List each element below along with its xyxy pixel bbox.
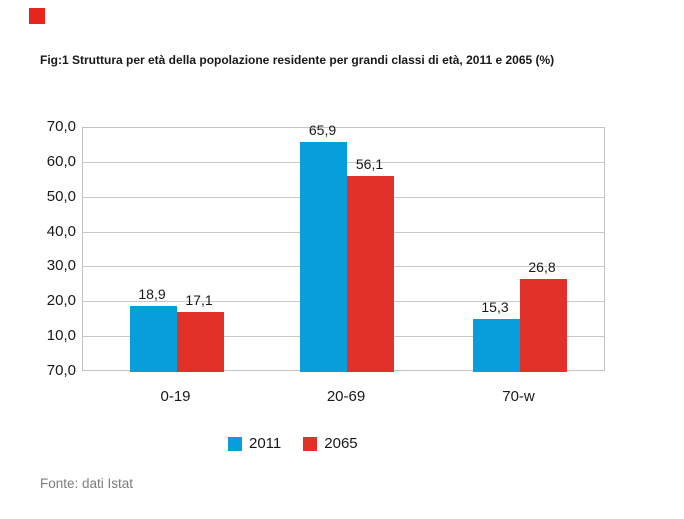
y-axis-tick: 20,0 xyxy=(46,292,76,310)
y-axis-tick: 40,0 xyxy=(46,222,76,240)
figure-title: Fig:1 Struttura per età della popolazion… xyxy=(40,53,555,67)
bar-2011-70-w xyxy=(472,318,520,372)
legend-label: 2011 xyxy=(249,435,282,452)
legend-item-2065: 2065 xyxy=(303,435,358,452)
x-axis-label-0-19: 0-19 xyxy=(160,388,191,405)
bar-2011-20-69 xyxy=(300,142,347,372)
bar-2011-0-19 xyxy=(129,306,177,372)
y-axis-tick: 30,0 xyxy=(46,257,76,275)
bar-2065-20-69 xyxy=(347,176,394,372)
y-axis-tick: 70,0 xyxy=(46,118,76,135)
bar-2065-0-19 xyxy=(176,312,224,372)
value-label: 15,3 xyxy=(481,298,509,315)
legend-swatch-2011 xyxy=(228,436,242,451)
value-label: 56,1 xyxy=(355,156,384,173)
legend: 2011 2065 xyxy=(228,435,358,452)
y-axis-tick: 50,0 xyxy=(46,187,76,205)
source-note: Fonte: dati Istat xyxy=(40,476,134,491)
value-label: 17,1 xyxy=(185,292,213,309)
legend-swatch-2065 xyxy=(303,436,318,451)
y-axis-tick: 60,0 xyxy=(46,152,76,170)
legend-label: 2065 xyxy=(324,435,358,452)
bar-2065-70-w xyxy=(519,278,567,372)
legend-item-2011: 2011 xyxy=(228,435,281,452)
value-label: 65,9 xyxy=(308,122,337,139)
x-axis-label-20-69: 20-69 xyxy=(326,388,366,405)
y-axis-tick: 70,0 xyxy=(46,362,76,379)
value-label: 18,9 xyxy=(138,286,166,303)
y-axis-tick: 10,0 xyxy=(46,327,76,345)
value-label: 26,8 xyxy=(528,258,556,275)
x-axis-label-70-w: 70-w xyxy=(502,388,535,405)
red-square-marker xyxy=(29,8,45,24)
plot-area xyxy=(82,127,605,372)
